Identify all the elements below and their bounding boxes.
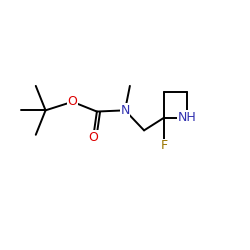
Text: F: F [160, 139, 168, 152]
Text: NH: NH [178, 111, 197, 124]
Text: O: O [68, 95, 78, 108]
Text: O: O [88, 131, 98, 144]
Text: N: N [120, 104, 130, 117]
